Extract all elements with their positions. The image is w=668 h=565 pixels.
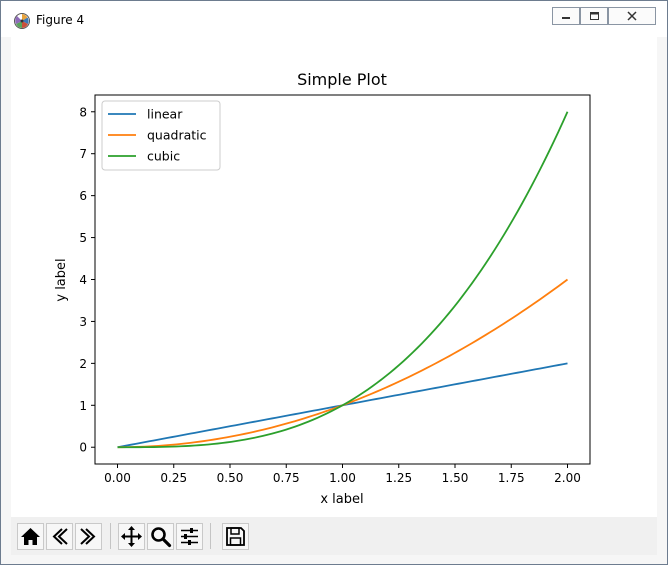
figure-canvas[interactable]: 0.00 0.25 0.50 0.75 1.00 1.25 1.50 1.75 2.00 0 1 2 3… [11,37,657,517]
x-tick-label: 0.50 [217,471,244,485]
chart: 0.00 0.25 0.50 0.75 1.00 1.25 1.50 1.75 2.00 0 1 2 3… [54,70,591,507]
minimize-button[interactable] [552,7,580,25]
home-button[interactable] [17,523,44,550]
navigation-toolbar [11,517,657,555]
forward-icon [80,528,96,545]
series-line-quadratic [117,278,569,449]
y-tick-label: 4 [79,273,87,287]
x-tick-label: 1.50 [442,471,469,485]
x-axis-label: x label [320,492,363,507]
y-axis-label: y label [54,258,69,301]
restore-icon [590,12,599,20]
title-bar[interactable]: Figure 4 [1,1,667,37]
y-tick-label: 8 [79,105,87,119]
toolbar-separator [110,523,111,549]
legend-box [101,100,221,171]
x-tick-label: 0.25 [160,471,187,485]
y-tick-label: 7 [79,147,87,161]
chart-title: Simple Plot [297,70,387,89]
close-icon [627,11,637,21]
configure-subplots-button[interactable] [176,523,203,550]
save-button[interactable] [222,523,249,550]
pan-button[interactable] [118,523,145,550]
home-icon [21,528,40,545]
x-tick-label: 2.00 [554,471,581,485]
x-tick-label: 0.75 [273,471,300,485]
x-tick-label: 0.00 [104,471,131,485]
y-tick-label: 3 [79,315,87,329]
toolbar-separator [210,523,211,549]
window-title: Figure 4 [36,13,85,27]
x-tick-label: 1.75 [498,471,525,485]
save-icon [226,527,245,546]
forward-button[interactable] [75,523,102,550]
y-tick-label: 0 [79,441,87,455]
x-tick-label: 1.25 [385,471,412,485]
restore-button[interactable] [580,7,608,25]
zoom-icon [151,527,172,548]
legend-label: quadratic [147,128,207,143]
pan-icon [121,526,142,547]
minimize-icon [562,17,570,19]
configure-subplots-icon [181,528,198,545]
x-tick-label: 1.00 [329,471,356,485]
y-tick-label: 2 [79,357,87,371]
matplotlib-logo-icon [14,13,30,29]
y-tick-label: 5 [79,231,87,245]
y-tick-label: 1 [79,399,87,413]
close-button[interactable] [608,7,656,25]
legend-label: cubic [147,149,180,164]
legend-label: linear [147,107,183,122]
zoom-button[interactable] [147,523,174,550]
back-button[interactable] [46,523,73,550]
back-icon [52,528,68,545]
y-tick-label: 6 [79,189,87,203]
series-line-cubic [117,111,569,449]
